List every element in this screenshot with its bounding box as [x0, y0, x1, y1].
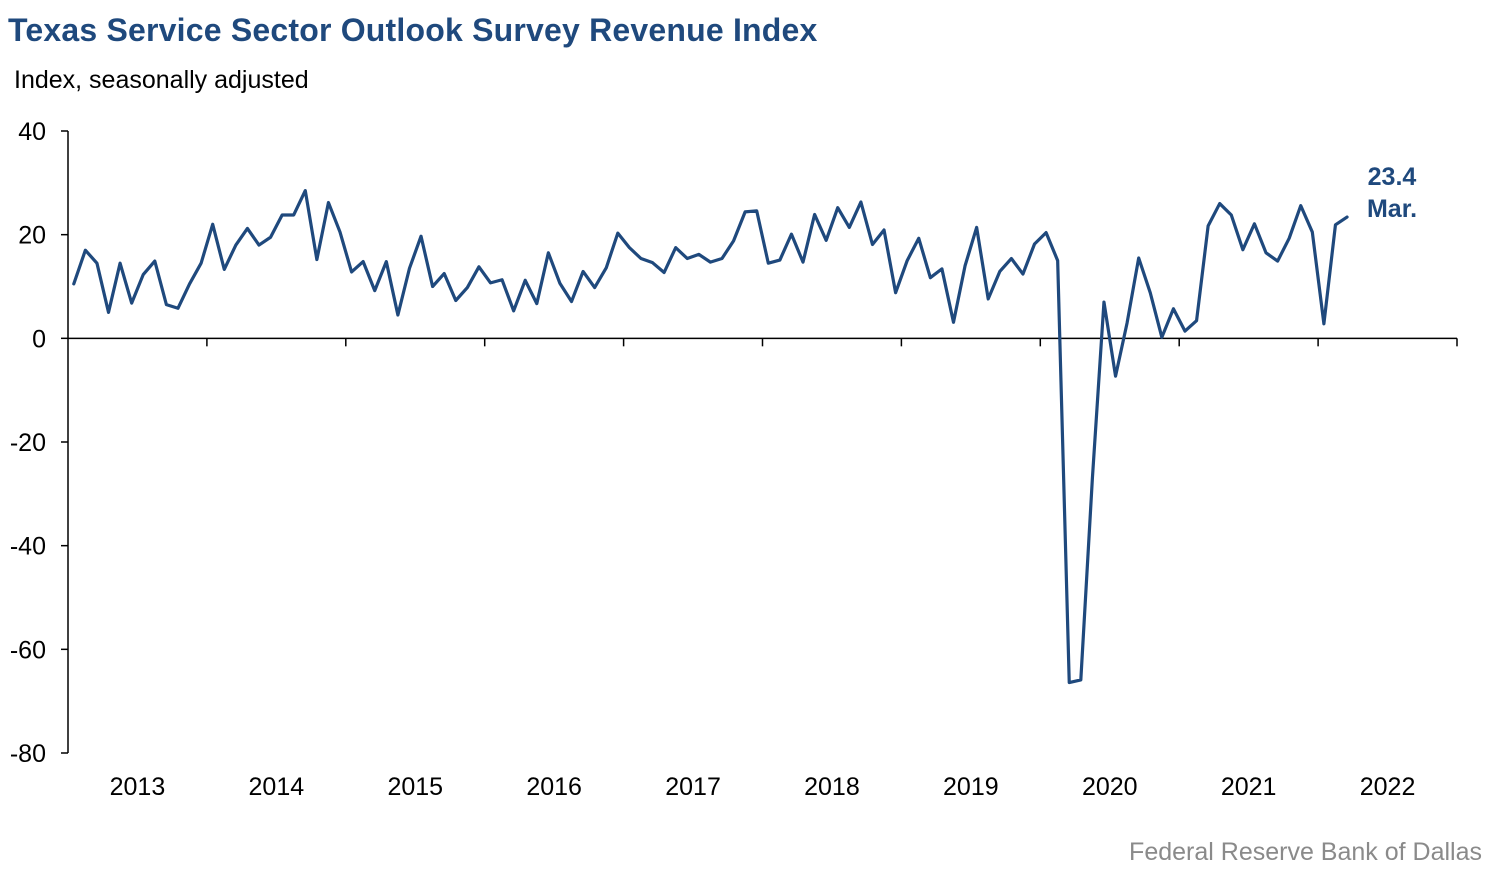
x-tick-label: 2015: [387, 773, 443, 801]
x-tick-label: 2022: [1360, 773, 1416, 801]
x-tick-label: 2013: [110, 773, 166, 801]
latest-value-label: 23.4: [1368, 163, 1417, 191]
y-axis-unit-label: Index, seasonally adjusted: [14, 66, 309, 94]
source-credit: Federal Reserve Bank of Dallas: [1129, 838, 1482, 866]
y-tick-label: 0: [32, 325, 46, 353]
x-tick-label: 2021: [1221, 773, 1277, 801]
y-axis-ticks: 40 20 0 -20 -40 -60 -80: [10, 118, 68, 768]
latest-date-label: Mar.: [1367, 195, 1417, 223]
x-tick-label: 2019: [943, 773, 999, 801]
x-tick-label: 2016: [526, 773, 582, 801]
x-tick-label: 2018: [804, 773, 860, 801]
y-tick-label: -60: [10, 636, 46, 664]
y-tick-label: 40: [18, 118, 46, 146]
revenue-index-series-line: [72, 189, 1349, 685]
x-tick-label: 2014: [249, 773, 305, 801]
chart-title: Texas Service Sector Outlook Survey Reve…: [8, 12, 818, 48]
x-axis-ticks: 2013 2014 2015 2016 2017 2018 2019 2020 2021 2022: [110, 338, 1458, 801]
y-tick-label: 20: [18, 222, 46, 250]
y-tick-label: -80: [10, 740, 46, 768]
y-tick-label: -40: [10, 533, 46, 561]
x-tick-label: 2017: [665, 773, 721, 801]
y-tick-label: -20: [10, 429, 46, 457]
x-tick-label: 2020: [1082, 773, 1138, 801]
